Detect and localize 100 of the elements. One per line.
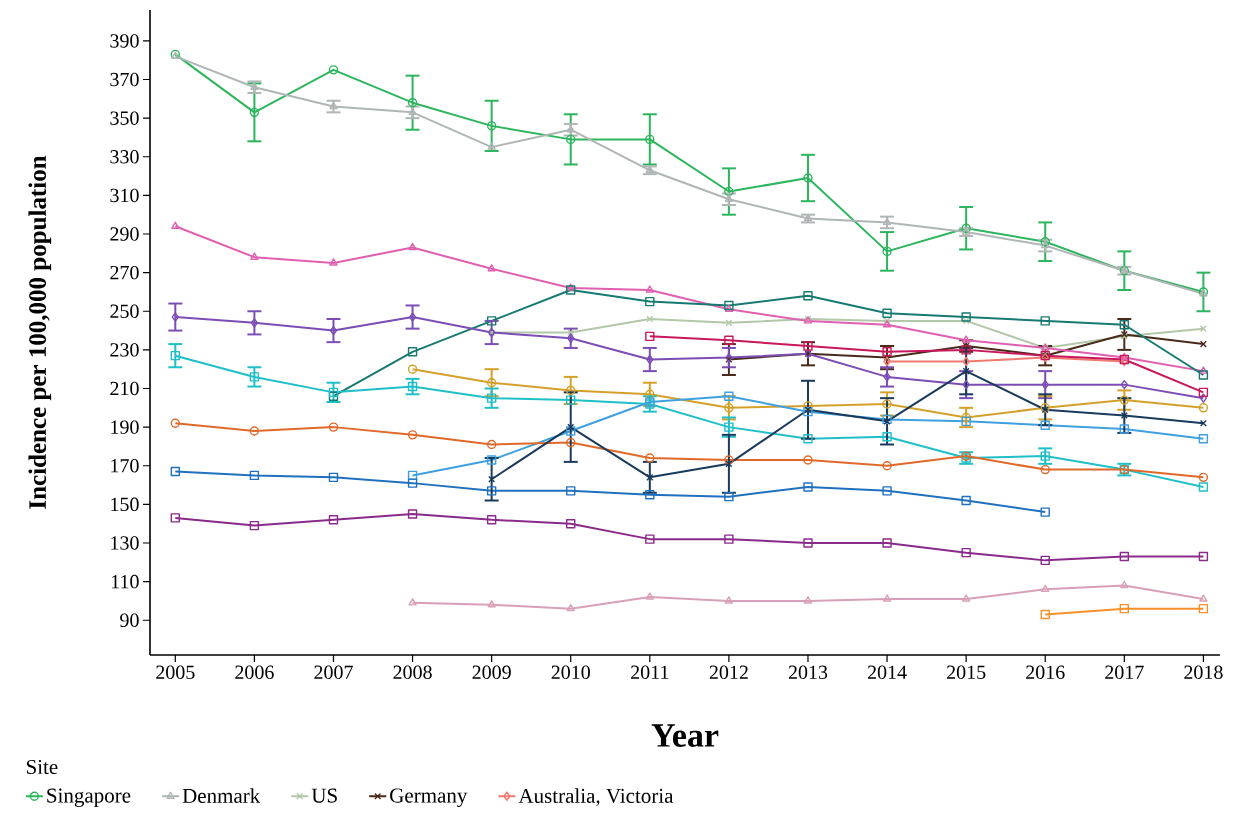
x-tick-label: 2012 — [709, 665, 748, 680]
point — [250, 252, 259, 260]
point — [724, 455, 734, 465]
point — [645, 453, 655, 463]
point — [882, 432, 892, 442]
point — [1119, 320, 1130, 330]
point — [724, 534, 734, 544]
point — [1198, 603, 1209, 614]
point — [725, 352, 733, 363]
point — [724, 335, 734, 345]
point — [407, 430, 418, 440]
point — [725, 460, 733, 468]
point — [645, 389, 655, 399]
point — [803, 538, 813, 548]
point — [803, 401, 813, 411]
x-tick-label: 2016 — [1026, 665, 1065, 680]
point — [803, 482, 813, 492]
point — [407, 347, 418, 357]
x-tick-label: 2006 — [235, 665, 274, 680]
point — [646, 473, 654, 481]
point — [328, 422, 339, 432]
y-tick-label: 290 — [110, 227, 139, 241]
y-tick-label: 130 — [111, 536, 139, 550]
point — [328, 387, 339, 398]
point — [171, 221, 180, 229]
point — [961, 412, 971, 423]
point — [566, 283, 575, 291]
point — [408, 242, 417, 251]
point — [1198, 551, 1209, 562]
point — [486, 439, 497, 450]
point — [1119, 395, 1130, 405]
point — [882, 594, 892, 602]
point — [882, 246, 892, 257]
point — [486, 378, 497, 388]
legend-label: Germany — [390, 788, 468, 807]
point — [486, 486, 497, 496]
point — [408, 598, 417, 606]
x-tick-label: 2010 — [551, 665, 590, 680]
point — [250, 318, 259, 328]
point — [645, 592, 654, 600]
point — [646, 354, 654, 365]
point — [1199, 325, 1207, 333]
point — [882, 538, 892, 548]
point — [803, 291, 813, 301]
point — [1198, 403, 1209, 413]
point — [249, 372, 260, 382]
point — [725, 319, 733, 327]
point — [961, 227, 971, 235]
point — [645, 490, 655, 500]
point — [1040, 420, 1050, 430]
y-tick-label: 210 — [110, 381, 139, 396]
point — [566, 603, 575, 612]
legend-label: Singapore — [47, 788, 131, 807]
point — [486, 393, 497, 403]
point — [724, 304, 734, 313]
point — [1199, 366, 1208, 374]
point — [328, 472, 339, 483]
point — [645, 534, 655, 544]
point — [962, 356, 970, 367]
point — [961, 495, 971, 506]
point — [170, 418, 181, 428]
point — [249, 520, 260, 531]
point — [882, 486, 892, 496]
x-tick-label: 2013 — [788, 665, 828, 680]
x-axis-title: Year — [651, 724, 719, 747]
point — [961, 345, 971, 355]
point — [962, 379, 970, 390]
x-tick-label: 2009 — [472, 665, 511, 680]
point — [1199, 393, 1208, 403]
point — [1040, 609, 1050, 620]
point — [1040, 316, 1050, 326]
point — [407, 478, 418, 488]
point — [1198, 370, 1209, 380]
point — [803, 341, 813, 351]
point — [645, 296, 655, 307]
point — [1119, 551, 1130, 562]
point — [1199, 594, 1208, 602]
point — [566, 385, 576, 396]
point — [1199, 419, 1207, 427]
point — [645, 134, 655, 145]
x-tick-label: 2015 — [947, 665, 986, 680]
y-tick-label: 230 — [110, 343, 139, 357]
point — [803, 596, 813, 604]
y-tick-label: 150 — [111, 497, 139, 512]
point — [1120, 379, 1129, 390]
point — [249, 470, 260, 481]
point — [566, 426, 576, 436]
point — [486, 121, 497, 131]
point — [724, 491, 734, 502]
point — [1198, 482, 1209, 492]
point — [961, 312, 971, 322]
point — [249, 426, 260, 436]
point — [882, 461, 892, 471]
point — [487, 600, 496, 608]
point — [566, 486, 576, 496]
legend-label: US — [311, 788, 337, 803]
point — [1198, 434, 1209, 444]
point — [407, 509, 418, 519]
point — [882, 308, 892, 318]
point — [962, 367, 970, 375]
